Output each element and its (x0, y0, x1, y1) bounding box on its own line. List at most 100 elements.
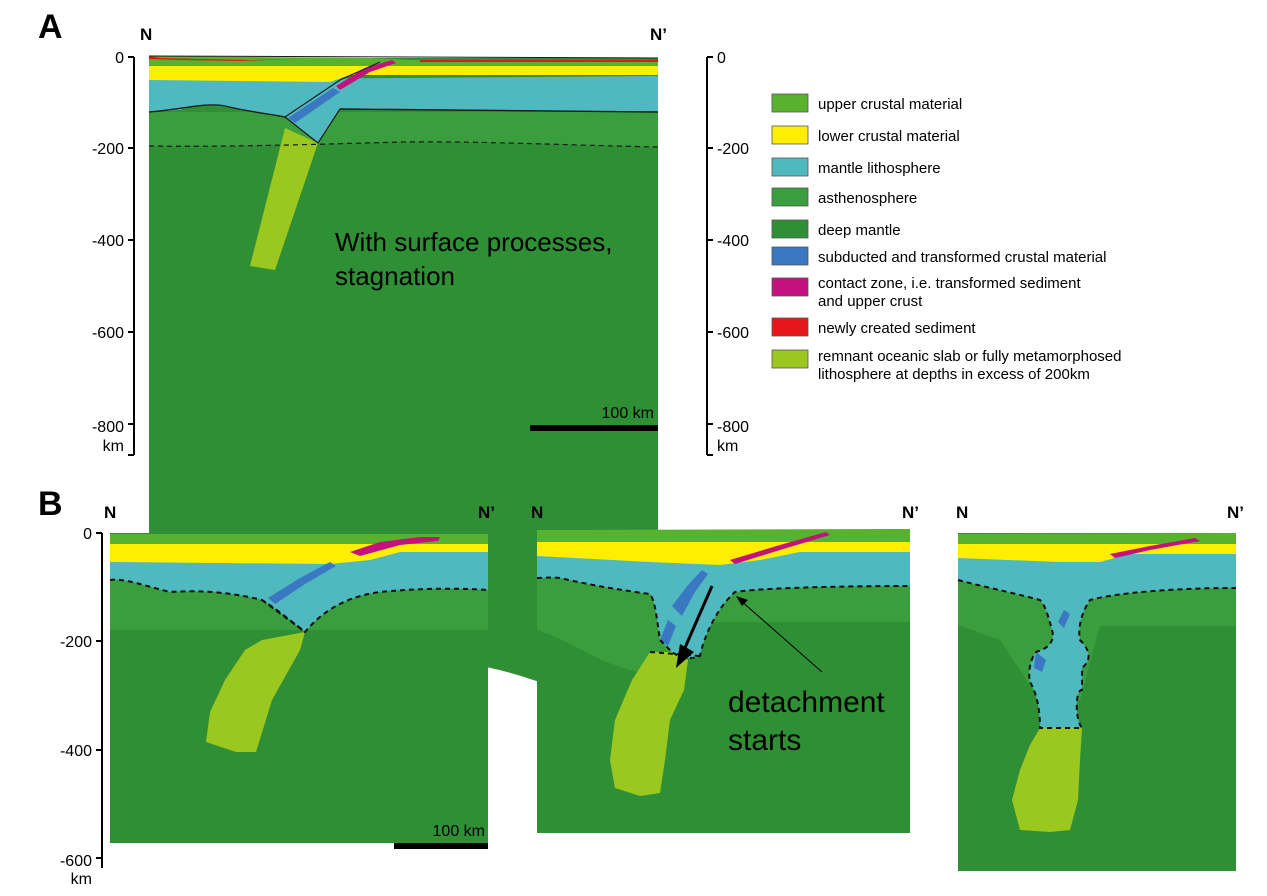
legend-label-8: remnant oceanic slab or fully metamorpho… (818, 348, 1122, 365)
b2-pointer-line (739, 599, 823, 673)
a-lithosphere-base-line (148, 104, 659, 118)
a-sediment-right (420, 60, 658, 62)
b-scale-bar: 100 km (394, 823, 488, 849)
b2-lithosphere-base-dashed (536, 576, 911, 660)
a-contact-zone (336, 60, 396, 90)
b2-lower-crust (537, 542, 910, 565)
a-left-tick-0: 0 (115, 50, 124, 67)
a-right-tick-200: -200 (717, 141, 749, 158)
b1-right-label: N’ (478, 503, 495, 522)
b3-contact-zone (1110, 538, 1200, 558)
b3-right-label: N’ (1227, 503, 1244, 522)
a-scale-bar-label: 100 km (602, 405, 654, 422)
a-annotation-line2: stagnation (335, 261, 455, 291)
legend-swatch-6 (771, 277, 809, 297)
a-dashed-line (148, 141, 659, 148)
legend-label-8b: lithosphere at depths in excess of 200km (818, 366, 1090, 383)
a-asthenosphere (149, 112, 658, 147)
legend-label-5: subducted and transformed crustal materi… (818, 249, 1106, 266)
a-right-tick-800: -800 (717, 419, 749, 436)
panel-a-right-label: N’ (650, 25, 667, 44)
b1-left-label: N (104, 503, 116, 522)
legend-label-2: mantle lithosphere (818, 160, 941, 177)
b2-upper-crust (537, 529, 910, 542)
b2-annotation-line2: starts (728, 724, 801, 757)
b-unit: km (71, 871, 92, 888)
a-upper-crust (149, 56, 658, 66)
b2-slab (610, 652, 688, 796)
b3-subducted-crust-2 (1034, 652, 1046, 672)
a-slab-outline (284, 61, 381, 144)
panel-a-left-label: N (140, 25, 152, 44)
legend-swatch-4 (771, 219, 809, 239)
b2-left-label: N (531, 503, 543, 522)
b3-upper-crust (958, 533, 1236, 544)
legend-swatch-8 (771, 349, 809, 369)
b2-detachment-arrow (682, 585, 714, 651)
panel-b3: N N’ (956, 503, 1244, 871)
legend-swatch-1 (771, 125, 809, 145)
legend-swatch-3 (771, 187, 809, 207)
panel-b: B 0 -200 -400 -600 km N N’ (38, 485, 1244, 888)
a-left-unit: km (103, 438, 124, 455)
legend-label-4: deep mantle (818, 222, 901, 239)
legend-swatch-0 (771, 93, 809, 113)
legend-swatch-2 (771, 157, 809, 177)
a-right-tick-400: -400 (717, 233, 749, 250)
a-slab (250, 128, 318, 270)
legend: upper crustal material lower crustal mat… (771, 93, 1122, 383)
panel-b-letter: B (38, 485, 63, 523)
b1-subducted-crust (268, 562, 336, 604)
b1-mantle-lithosphere (110, 552, 488, 632)
a-sediment (149, 56, 300, 61)
legend-label-1: lower crustal material (818, 128, 960, 145)
a-lower-crust (149, 66, 658, 82)
panel-b2: N N’ (531, 503, 919, 833)
a-scale-bar: 100 km (530, 405, 658, 431)
b1-slab (206, 632, 305, 752)
b-scale-bar-label: 100 km (433, 823, 485, 840)
a-left-tick-400: -400 (92, 233, 124, 250)
b1-contact-zone (350, 537, 440, 556)
panel-a-right-axis: 0 -200 -400 -600 -800 km (706, 50, 749, 456)
legend-swatch-7 (771, 317, 809, 337)
b3-mantle-lithosphere (958, 554, 1236, 728)
b3-lower-crust (958, 544, 1236, 562)
panel-b-axis: 0 -200 -400 -600 km (60, 526, 103, 888)
panel-b1: N N’ (104, 503, 495, 843)
a-subducted-crust (288, 88, 340, 123)
b-tick-600: -600 (60, 853, 92, 870)
legend-label-3: asthenosphere (818, 190, 917, 207)
b3-slab (1012, 728, 1082, 832)
panel-a-letter: A (38, 8, 63, 46)
a-left-tick-200: -200 (92, 141, 124, 158)
a-surface-line (148, 55, 659, 59)
b2-pointer-arrowhead (736, 596, 748, 606)
b2-subducted-crust-2 (660, 620, 676, 646)
b2-subducted-crust-1 (672, 570, 708, 616)
a-left-tick-800: -800 (92, 419, 124, 436)
b1-lower-crust (110, 544, 488, 564)
b2-contact-zone (730, 532, 830, 564)
b2-asthenosphere (537, 578, 910, 672)
a-annotation-line1: With surface processes, (335, 227, 612, 257)
legend-swatch-5 (771, 246, 809, 266)
b-tick-400: -400 (60, 743, 92, 760)
b3-asthenosphere (958, 576, 1236, 700)
b3-left-label: N (956, 503, 968, 522)
a-right-unit: km (717, 438, 738, 455)
b-tick-200: -200 (60, 634, 92, 651)
legend-label-6: contact zone, i.e. transformed sediment (818, 275, 1081, 292)
b-tick-0: 0 (83, 526, 92, 543)
legend-label-6b: and upper crust (818, 293, 923, 310)
a-right-tick-600: -600 (717, 325, 749, 342)
b3-subducted-crust-1 (1058, 610, 1070, 628)
legend-label-0: upper crustal material (818, 96, 962, 113)
a-left-tick-600: -600 (92, 325, 124, 342)
legend-label-7: newly created sediment (818, 320, 976, 337)
b2-detachment-arrowhead (676, 644, 694, 668)
b2-mantle-lithosphere (537, 552, 910, 659)
b1-lithosphere-base-dashed (109, 578, 489, 634)
b2-annotation-line1: detachment (728, 686, 885, 719)
